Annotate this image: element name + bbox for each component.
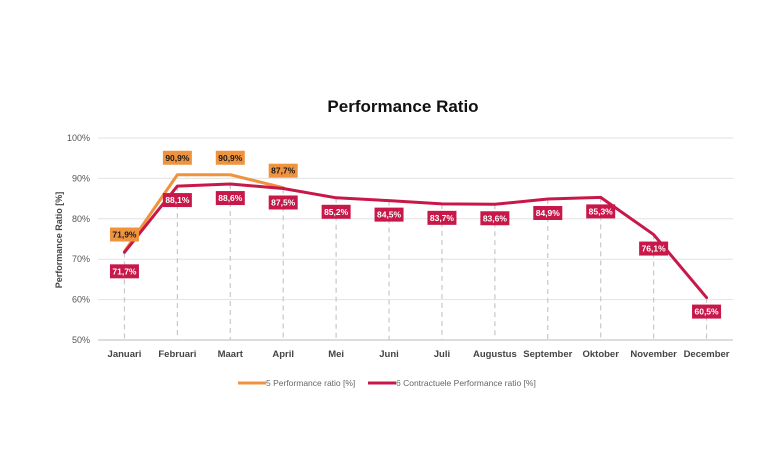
- data-label: 88,6%: [215, 191, 245, 206]
- x-axis-ticks: Januari Februari Maart April Mei Juni Juli Augu…: [108, 349, 730, 360]
- x-tick-label: Januari: [108, 349, 142, 360]
- data-label: 71,7%: [109, 264, 139, 279]
- drop-lines: [123, 184, 708, 340]
- y-axis-label: Performance Ratio [%]: [54, 192, 64, 289]
- data-labels: 71,9% 90,9% 90,9% 87,7% 71,7% 88,1% 88,6% 87,5%…: [109, 150, 722, 319]
- data-label: 90,9%: [162, 150, 192, 165]
- data-label-text: 87,5%: [271, 198, 296, 208]
- data-label-box: [321, 204, 351, 219]
- x-tick-label: April: [272, 349, 294, 360]
- data-label-text: 76,1%: [642, 244, 667, 254]
- series-line-2: [122, 182, 709, 300]
- data-label-box: [268, 195, 298, 210]
- data-label: 87,7%: [268, 163, 298, 178]
- grid-lines: [98, 137, 733, 341]
- data-label-box: [162, 193, 192, 208]
- y-tick-label: 80%: [72, 214, 90, 224]
- x-tick-label: Juni: [379, 349, 399, 360]
- data-label: 84,5%: [374, 207, 404, 222]
- data-label-box: [109, 227, 139, 242]
- data-label-box: [427, 210, 457, 225]
- y-axis-ticks: 50% 60% 70% 80% 90% 100%: [67, 133, 90, 345]
- data-label: 83,6%: [480, 211, 510, 226]
- data-label-box: [215, 191, 245, 206]
- data-label-box: [374, 207, 404, 222]
- data-label-box: [639, 241, 669, 256]
- data-label: 71,9%: [109, 227, 139, 242]
- data-label: 76,1%: [639, 241, 669, 256]
- data-label-text: 83,6%: [483, 213, 508, 223]
- data-label-text: 84,5%: [377, 210, 402, 220]
- x-tick-label: Maart: [218, 349, 244, 360]
- y-tick-label: 60%: [72, 295, 90, 305]
- data-label-box: [215, 150, 245, 165]
- legend: 5 Performance ratio [%] 6 Contractuele Pe…: [238, 378, 536, 388]
- data-label-text: 85,2%: [324, 207, 349, 217]
- data-label: 85,2%: [321, 204, 351, 219]
- x-tick-label: Augustus: [473, 349, 517, 360]
- data-label-text: 71,7%: [112, 266, 137, 276]
- y-tick-label: 70%: [72, 254, 90, 264]
- data-label-text: 90,9%: [218, 153, 243, 163]
- chart-title: Performance Ratio: [327, 97, 478, 116]
- x-tick-label: September: [523, 349, 572, 360]
- x-tick-label: Juli: [434, 349, 450, 360]
- data-label-text: 90,9%: [165, 153, 190, 163]
- legend-label-2: 6 Contractuele Performance ratio [%]: [396, 378, 536, 388]
- data-label-text: 87,7%: [271, 166, 296, 176]
- data-label: 84,9%: [533, 206, 563, 221]
- data-label-box: [480, 211, 510, 226]
- x-tick-label: November: [630, 349, 677, 360]
- data-label: 90,9%: [215, 150, 245, 165]
- data-label-text: 71,9%: [112, 230, 137, 240]
- data-label-box: [268, 163, 298, 178]
- y-tick-label: 100%: [67, 133, 90, 143]
- data-label-box: [692, 304, 722, 319]
- data-label: 88,1%: [162, 193, 192, 208]
- data-label-text: 83,7%: [430, 213, 455, 223]
- data-label: 85,3%: [586, 204, 616, 219]
- data-label-box: [533, 206, 563, 221]
- y-tick-label: 50%: [72, 335, 90, 345]
- series-line-1: [122, 173, 285, 254]
- data-label-text: 85,3%: [589, 206, 614, 216]
- data-label-text: 88,1%: [165, 195, 190, 205]
- data-label-box: [586, 204, 616, 219]
- data-label-text: 84,9%: [536, 208, 561, 218]
- data-label-text: 88,6%: [218, 193, 243, 203]
- y-tick-label: 90%: [72, 173, 90, 183]
- data-label-box: [109, 264, 139, 279]
- series-lines: [122, 173, 709, 300]
- x-tick-label: Februari: [158, 349, 196, 360]
- data-label: 60,5%: [692, 304, 722, 319]
- data-label-box: [162, 150, 192, 165]
- legend-label-1: 5 Performance ratio [%]: [266, 378, 355, 388]
- data-label: 83,7%: [427, 210, 457, 225]
- x-tick-label: Oktober: [582, 349, 619, 360]
- data-label-text: 60,5%: [694, 307, 719, 317]
- x-tick-label: December: [684, 349, 730, 360]
- data-label: 87,5%: [268, 195, 298, 210]
- x-tick-label: Mei: [328, 349, 344, 360]
